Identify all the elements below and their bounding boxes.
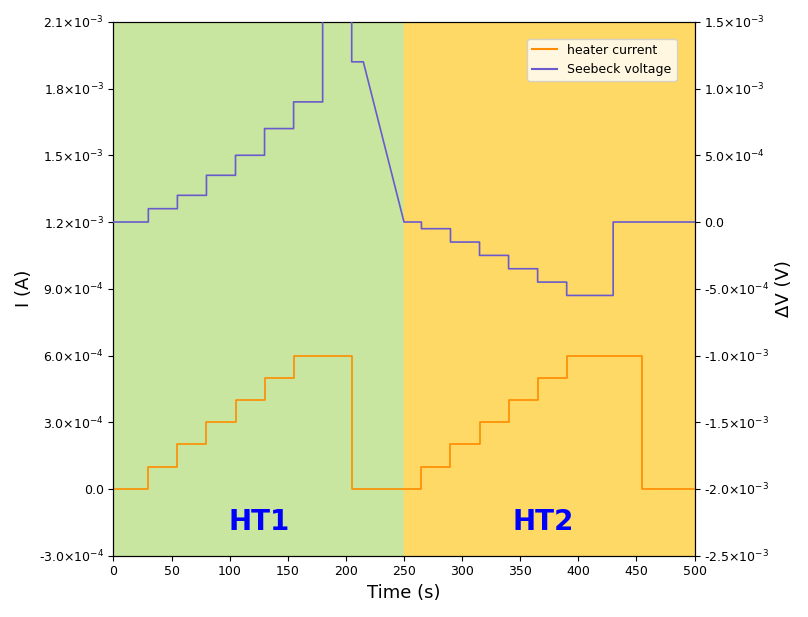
Seebeck voltage — [638, 218, 647, 226]
heater current — [446, 441, 456, 448]
heater current — [108, 486, 118, 493]
Line: Seebeck voltage: Seebeck voltage — [113, 0, 695, 296]
Seebeck voltage — [359, 58, 368, 65]
Seebeck voltage — [108, 218, 118, 226]
Seebeck voltage — [288, 125, 298, 132]
Text: HT2: HT2 — [513, 508, 574, 536]
heater current — [562, 352, 571, 359]
heater current — [259, 396, 269, 404]
Y-axis label: ΔV (V): ΔV (V) — [775, 260, 793, 317]
Seebeck voltage — [230, 152, 240, 159]
Seebeck voltage — [474, 252, 484, 259]
Seebeck voltage — [591, 292, 600, 299]
heater current — [144, 463, 154, 470]
Seebeck voltage — [417, 218, 427, 226]
heater current — [690, 486, 700, 493]
Seebeck voltage — [562, 278, 571, 286]
heater current — [347, 352, 356, 359]
Seebeck voltage — [608, 218, 618, 226]
Seebeck voltage — [318, 98, 327, 106]
Bar — [404, 22, 695, 556]
Seebeck voltage — [690, 218, 700, 226]
heater current — [591, 352, 600, 359]
Seebeck voltage — [446, 225, 456, 233]
X-axis label: Time (s): Time (s) — [368, 584, 440, 602]
heater current — [230, 418, 240, 426]
heater current — [173, 463, 183, 470]
heater current — [638, 486, 647, 493]
Seebeck voltage — [202, 192, 212, 199]
heater current — [399, 486, 409, 493]
heater current — [446, 463, 456, 470]
heater current — [318, 352, 327, 359]
heater current — [417, 486, 427, 493]
Seebeck voltage — [144, 218, 154, 226]
Seebeck voltage — [562, 292, 571, 299]
heater current — [318, 352, 327, 359]
heater current — [591, 352, 600, 359]
heater current — [532, 396, 542, 404]
Seebeck voltage — [417, 225, 427, 233]
Y-axis label: I (A): I (A) — [15, 270, 33, 307]
heater current — [288, 352, 298, 359]
heater current — [417, 463, 427, 470]
Seebeck voltage — [503, 252, 513, 259]
Seebeck voltage — [347, 58, 356, 65]
heater current — [144, 486, 154, 493]
Seebeck voltage — [173, 192, 183, 199]
heater current — [562, 374, 571, 381]
heater current — [173, 441, 183, 448]
heater current — [230, 396, 240, 404]
heater current — [503, 418, 513, 426]
Seebeck voltage — [532, 278, 542, 286]
Seebeck voltage — [591, 292, 600, 299]
heater current — [359, 486, 368, 493]
heater current — [288, 374, 298, 381]
heater current — [649, 486, 659, 493]
Bar — [113, 22, 404, 556]
Seebeck voltage — [638, 218, 647, 226]
heater current — [202, 418, 212, 426]
heater current — [638, 352, 647, 359]
heater current — [202, 441, 212, 448]
Seebeck voltage — [474, 238, 484, 246]
Seebeck voltage — [202, 172, 212, 179]
Seebeck voltage — [399, 218, 409, 226]
Seebeck voltage — [230, 172, 240, 179]
Seebeck voltage — [532, 265, 542, 273]
Seebeck voltage — [173, 205, 183, 212]
Line: heater current: heater current — [113, 355, 695, 489]
heater current — [347, 486, 356, 493]
Seebeck voltage — [259, 125, 269, 132]
Seebeck voltage — [144, 205, 154, 212]
Legend: heater current, Seebeck voltage: heater current, Seebeck voltage — [528, 39, 676, 81]
Seebeck voltage — [608, 292, 618, 299]
heater current — [532, 374, 542, 381]
heater current — [503, 396, 513, 404]
Text: HT1: HT1 — [228, 508, 289, 536]
heater current — [649, 486, 659, 493]
heater current — [474, 441, 484, 448]
heater current — [474, 418, 484, 426]
Seebeck voltage — [288, 98, 298, 106]
heater current — [259, 374, 269, 381]
Seebeck voltage — [259, 152, 269, 159]
Seebeck voltage — [503, 265, 513, 273]
Seebeck voltage — [446, 238, 456, 246]
